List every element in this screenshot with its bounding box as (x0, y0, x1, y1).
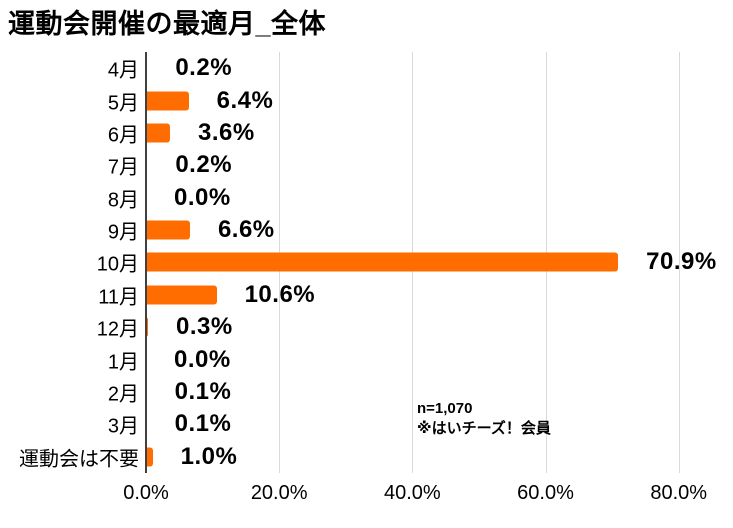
bar (146, 447, 153, 467)
category-label: 3月 (107, 415, 139, 438)
x-axis: 0.0% 20.0% 40.0% 60.0% 80.0% (0, 482, 733, 512)
annotation-source: ※はいチーズ！会員 (417, 420, 551, 437)
bar-row: 1月 0.0% (108, 343, 732, 375)
bar (146, 285, 217, 305)
x-axis-tick-label: 60.0% (517, 482, 574, 504)
value-label: 1.0% (180, 442, 238, 470)
value-label: 0.3% (175, 313, 233, 341)
bar-row: 11月 10.6% (98, 279, 732, 311)
bar-row: 2月 0.1% (108, 376, 732, 408)
x-axis-tick-label: 20.0% (250, 482, 308, 504)
x-axis-tick-label: 80.0% (650, 482, 708, 504)
plot-area: 4月 0.2% 5月 6.4% 6月 3.6% 7月 0.2% 8月 0.0% 9月 6.6% 10月 7… (19, 52, 732, 473)
bar (146, 123, 170, 143)
category-label: 8月 (107, 189, 139, 212)
category-label: 11月 (98, 286, 139, 309)
value-label: 3.6% (197, 118, 255, 146)
gridline (678, 52, 680, 473)
bar-row: 5月 6.4% (108, 84, 732, 116)
value-label: 0.1% (174, 410, 232, 438)
annotation-note: n=1,070 ※はいチーズ！会員 (417, 399, 551, 439)
category-label: 4月 (107, 59, 139, 82)
category-label: 5月 (107, 92, 139, 115)
chart-title: 運動会開催の最適月_全体 (8, 9, 327, 39)
category-label: 運動会は不要 (19, 448, 139, 471)
bar-row: 7月 0.2% (108, 149, 732, 181)
value-label: 0.2% (175, 54, 233, 82)
value-label: 0.1% (174, 378, 232, 406)
bar-row: 9月 6.6% (108, 214, 732, 246)
x-axis-tick-label: 0.0% (123, 482, 169, 504)
category-label: 6月 (107, 124, 139, 147)
bar-row: 12月 0.3% (97, 311, 732, 343)
bar-row: 4月 0.2% (108, 52, 732, 84)
bar (146, 91, 189, 111)
y-axis-line (145, 52, 147, 473)
value-label: 0.2% (175, 151, 233, 179)
bar-row: 3月 0.1% (108, 408, 732, 440)
value-label: 10.6% (244, 280, 316, 308)
value-label: 0.0% (174, 345, 231, 373)
category-label: 12月 (96, 318, 139, 341)
annotation-sample-size: n=1,070 (417, 400, 473, 417)
bar-row: 8月 0.0% (108, 182, 732, 214)
category-label: 2月 (107, 383, 139, 406)
category-label: 7月 (107, 156, 139, 179)
value-label: 0.0% (174, 183, 231, 211)
bar (146, 220, 190, 240)
category-label: 10月 (96, 253, 139, 276)
value-label: 6.6% (217, 216, 275, 244)
category-label: 9月 (107, 221, 139, 244)
bar (146, 252, 619, 272)
category-label: 1月 (107, 351, 139, 374)
value-label: 6.4% (216, 86, 274, 114)
bar-row: 6月 3.6% (108, 117, 732, 149)
x-axis-tick-label: 40.0% (384, 482, 441, 504)
value-label: 70.9% (646, 248, 717, 276)
bar-row: 運動会は不要 1.0% (19, 441, 732, 473)
bar-row: 10月 70.9% (97, 246, 732, 278)
